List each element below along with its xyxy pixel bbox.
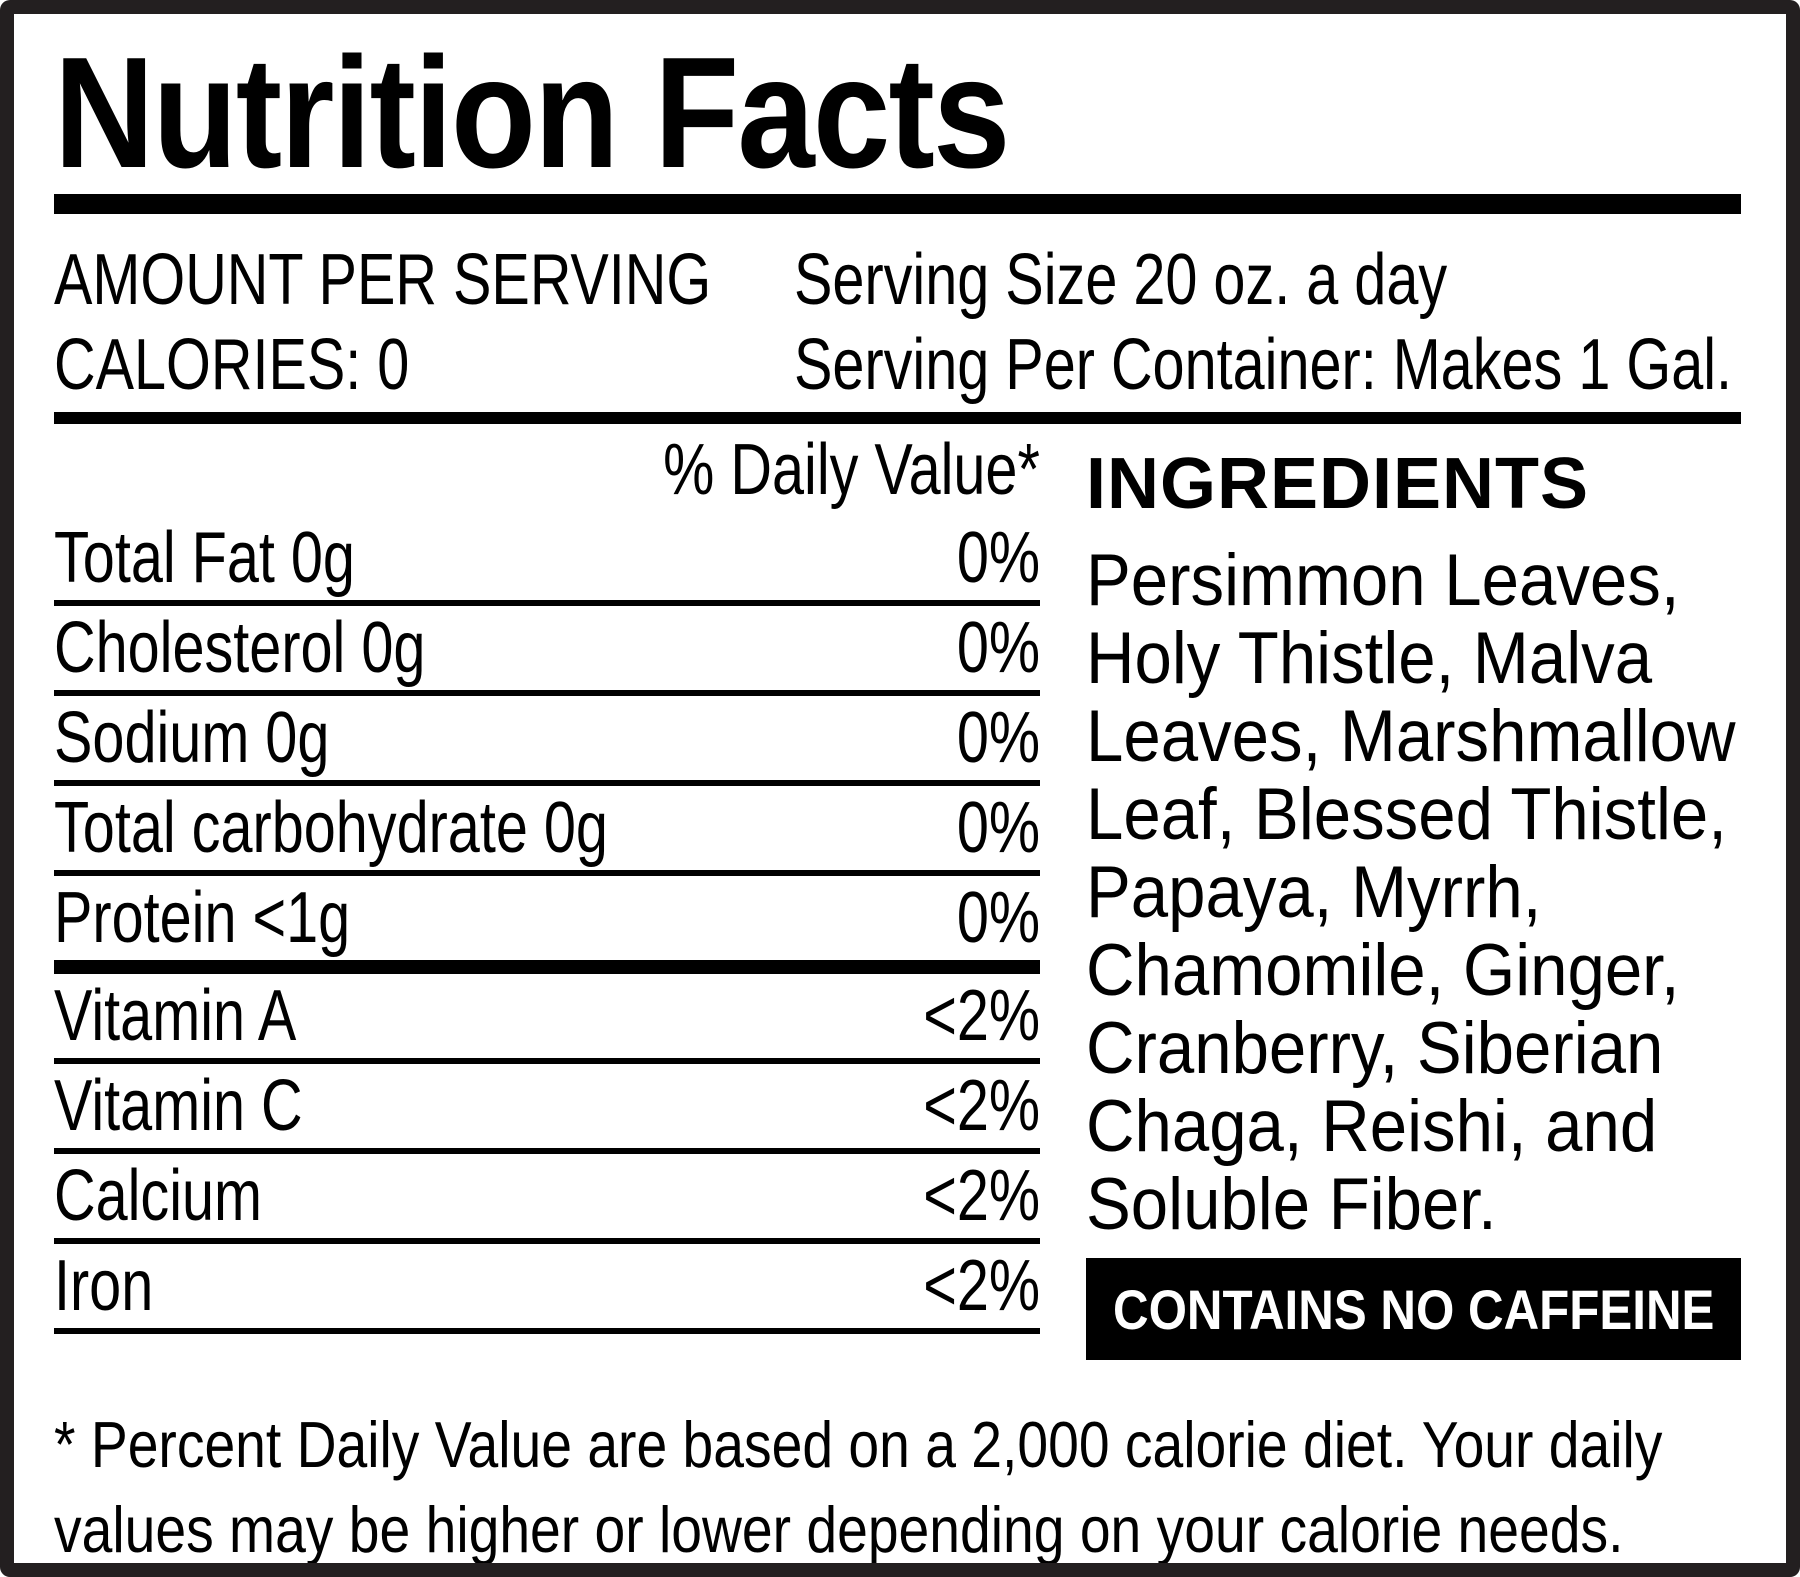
ingredients-section: INGREDIENTS Persimmon Leaves, Holy Thist… [1086, 424, 1741, 1360]
servings-per-container-value: Serving Per Container: Makes 1 Gal. [794, 325, 1733, 405]
ingredients-list: Persimmon Leaves, Holy Thistle, Malva Le… [1086, 540, 1736, 1245]
calories-value: CALORIES: 0 [54, 325, 410, 405]
nutrient-row-vitamin-a: Vitamin A <2% [54, 974, 1040, 1064]
nutrient-value: <2% [923, 1156, 1040, 1236]
daily-value-header: % Daily Value* [663, 430, 1040, 510]
nutrient-name: Vitamin A [54, 976, 297, 1056]
nutrient-row-cholesterol: Cholesterol 0g 0% [54, 606, 1040, 696]
amount-per-serving-label: AMOUNT PER SERVING [54, 240, 712, 320]
nutrient-value: <2% [923, 1246, 1040, 1326]
main-columns: % Daily Value* Total Fat 0g 0% Cholester… [54, 424, 1741, 1360]
nutrient-table: % Daily Value* Total Fat 0g 0% Cholester… [54, 424, 1040, 1334]
page-title: Nutrition Facts [54, 34, 1741, 192]
serving-size-value: Serving Size 20 oz. a day [794, 240, 1448, 320]
serving-rule [54, 412, 1741, 424]
title-rule [54, 194, 1741, 214]
nutrient-name: Vitamin C [54, 1066, 303, 1146]
nutrient-name: Iron [54, 1246, 154, 1326]
nutrient-name: Cholesterol 0g [54, 608, 426, 688]
nutrient-value: <2% [923, 1066, 1040, 1146]
nutrient-row-carbohydrate: Total carbohydrate 0g 0% [54, 786, 1040, 876]
page-title-text: Nutrition Facts [54, 25, 1010, 201]
no-caffeine-badge: CONTAINS NO CAFFEINE [1086, 1258, 1741, 1360]
nutrient-row-protein: Protein <1g 0% [54, 876, 1040, 974]
daily-value-footnote: * Percent Daily Value are based on a 2,0… [54, 1408, 1663, 1566]
nutrient-name: Total carbohydrate 0g [54, 788, 608, 868]
nutrient-value: 0% [956, 518, 1040, 598]
nutrient-row-total-fat: Total Fat 0g 0% [54, 516, 1040, 606]
ingredients-heading: INGREDIENTS [1086, 444, 1590, 524]
nutrient-value: 0% [956, 878, 1040, 958]
no-caffeine-badge-text: CONTAINS NO CAFFEINE [1112, 1277, 1715, 1341]
nutrient-row-iron: Iron <2% [54, 1244, 1040, 1334]
nutrient-value: 0% [956, 698, 1040, 778]
nutrient-name: Calcium [54, 1156, 263, 1236]
nutrient-value: 0% [956, 608, 1040, 688]
serving-section: AMOUNT PER SERVING Serving Size 20 oz. a… [54, 238, 1741, 408]
nutrient-name: Protein <1g [54, 878, 351, 958]
nutrient-row-calcium: Calcium <2% [54, 1154, 1040, 1244]
nutrient-row-vitamin-c: Vitamin C <2% [54, 1064, 1040, 1154]
nutrient-row-sodium: Sodium 0g 0% [54, 696, 1040, 786]
nutrient-name: Total Fat 0g [54, 518, 355, 598]
nutrient-value: 0% [956, 788, 1040, 868]
nutrient-name: Sodium 0g [54, 698, 330, 778]
nutrient-value: <2% [923, 976, 1040, 1056]
